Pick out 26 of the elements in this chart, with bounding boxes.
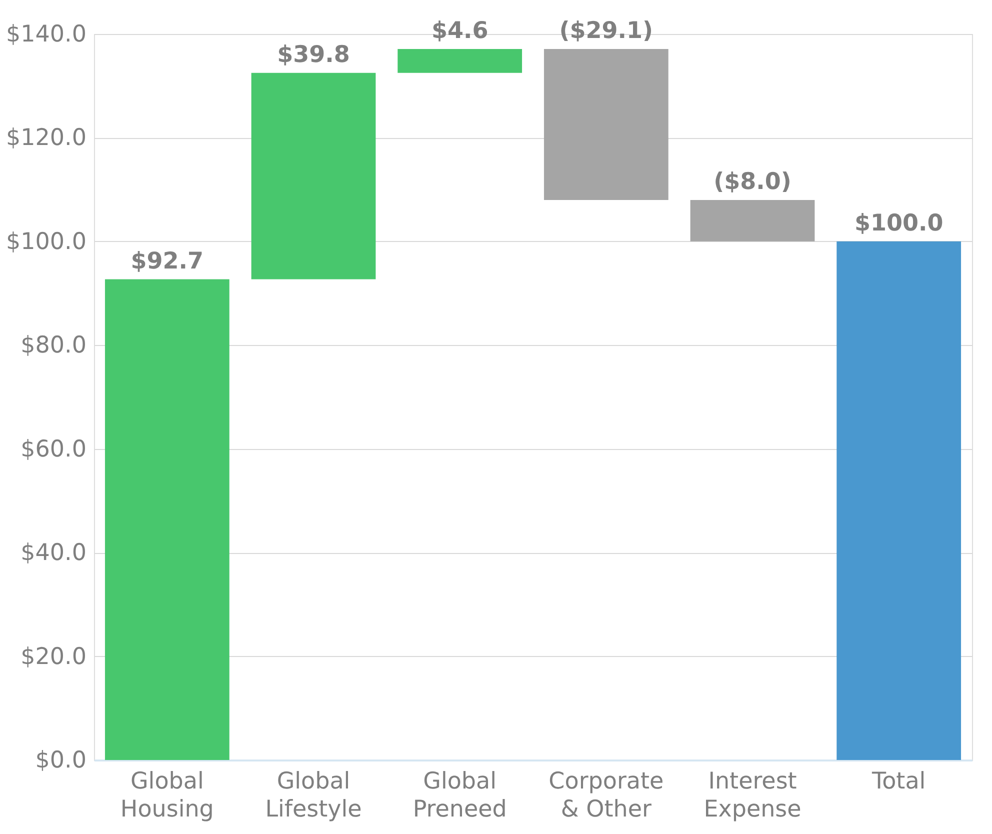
y-tick-label: $120.0 [6,125,86,152]
bar [690,200,815,242]
bar [544,49,668,200]
x-tick-label: Corporate & Other [548,768,664,822]
data-label: $92.7 [130,248,204,274]
data-label: $4.6 [431,18,488,44]
y-tick-label: $40.0 [20,540,86,566]
data-label: ($29.1) [559,18,654,44]
data-label: $39.8 [277,42,350,68]
bar [104,279,230,760]
x-tick-label: Total [870,768,926,794]
bar [398,49,522,73]
y-tick-label: $80.0 [20,332,86,359]
data-label: $100.0 [854,210,944,236]
bar [251,72,376,280]
y-tick-label: $140.0 [6,22,86,48]
data-label: ($8.0) [714,168,792,195]
y-tick-label: $60.0 [20,436,86,462]
x-tick-label: Global Preneed [412,768,507,822]
x-tick-label: Global Lifestyle [265,768,362,822]
bar [836,241,962,760]
x-tick-label: Interest Expense [704,768,802,822]
y-tick-label: $100.0 [6,228,86,255]
y-tick-label: $0.0 [35,748,86,774]
y-tick-label: $20.0 [20,644,86,670]
x-tick-label: Global Housing [120,768,214,822]
